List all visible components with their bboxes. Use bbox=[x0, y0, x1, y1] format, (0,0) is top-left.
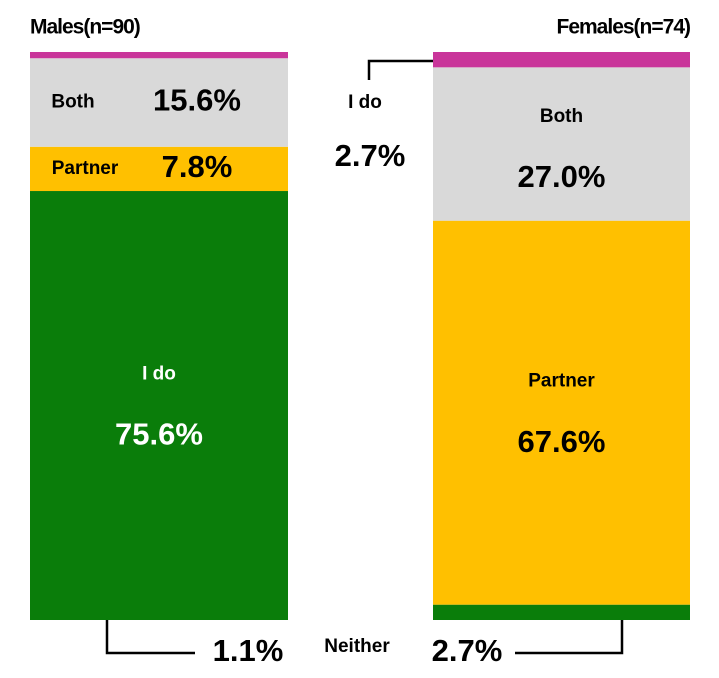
value-label: 15.6% bbox=[153, 83, 241, 118]
value-label: 7.8% bbox=[162, 149, 233, 184]
bar-segment bbox=[30, 146, 288, 192]
bar-segment bbox=[30, 191, 288, 620]
segment-name: Both bbox=[51, 92, 94, 113]
leader-line bbox=[105, 620, 195, 655]
value-label: 2.7% bbox=[335, 138, 406, 173]
bar-segment bbox=[433, 67, 690, 221]
segment-name: Partner bbox=[52, 158, 119, 179]
bar-title: Males(n=90) bbox=[30, 16, 140, 39]
value-label: 67.6% bbox=[518, 424, 606, 459]
segment-name: Both bbox=[540, 106, 583, 127]
bar-segment bbox=[433, 604, 690, 620]
value-label: 1.1% bbox=[213, 633, 284, 668]
bar-segment bbox=[30, 58, 288, 147]
segment-name: I do bbox=[142, 364, 176, 385]
bar-segment bbox=[433, 220, 690, 605]
value-label: 75.6% bbox=[115, 417, 203, 452]
leader-line bbox=[515, 620, 624, 655]
bar-segment bbox=[433, 52, 690, 68]
leader-line bbox=[367, 59, 433, 80]
value-label: 27.0% bbox=[518, 159, 606, 194]
bar-segment bbox=[30, 52, 288, 59]
bar-title: Females(n=74) bbox=[557, 16, 691, 39]
segment-name: Neither bbox=[324, 636, 390, 657]
value-label: 2.7% bbox=[432, 633, 503, 668]
segment-name: I do bbox=[348, 92, 382, 113]
segment-name: Partner bbox=[528, 371, 595, 392]
